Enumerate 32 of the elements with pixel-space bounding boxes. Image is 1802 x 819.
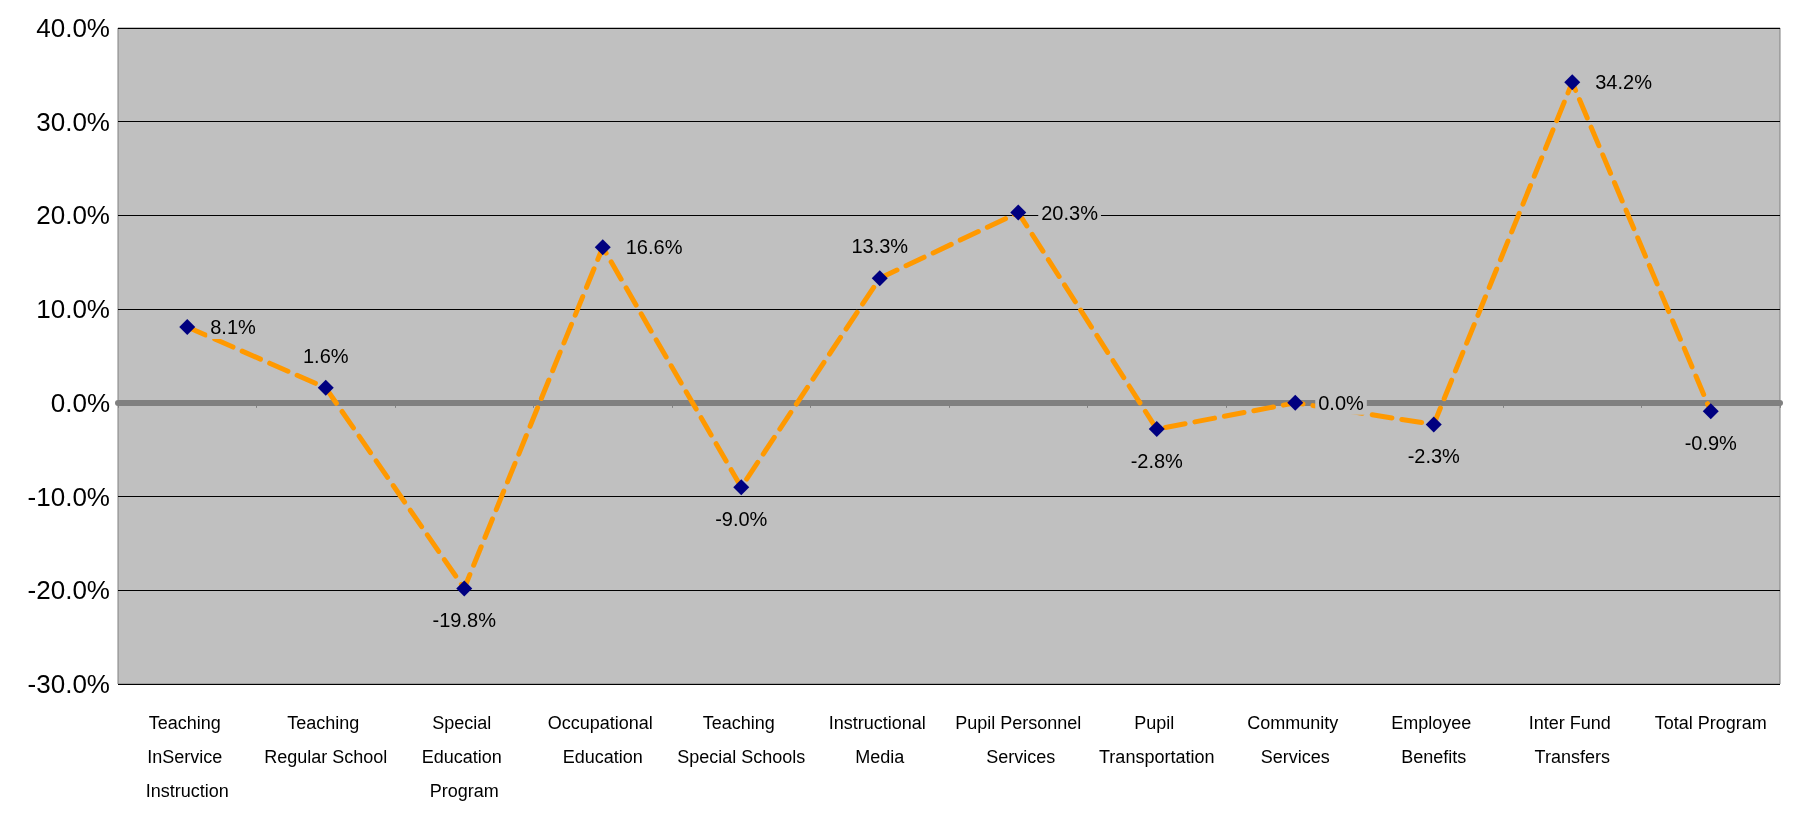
y-tick-label: -20.0% <box>27 575 110 606</box>
x-tick-label: Teaching Regular School <box>264 713 388 767</box>
data-label: 1.6% <box>302 344 349 367</box>
data-label: -2.3% <box>1407 445 1461 468</box>
x-tick-label: Employee Benefits <box>1391 713 1477 767</box>
x-tick-label: Instructional Media <box>828 713 931 767</box>
y-tick-label: -10.0% <box>27 481 110 512</box>
data-label: 0.0% <box>1318 391 1365 414</box>
x-tick-label: Teaching InService Instruction <box>145 713 229 801</box>
y-tick-label: -30.0% <box>27 669 110 699</box>
x-tick-label: Occupational Education <box>547 713 658 767</box>
data-label: 34.2% <box>1595 71 1653 94</box>
y-tick-label: 20.0% <box>36 200 110 231</box>
data-label: 20.3% <box>1041 201 1099 224</box>
x-tick-label: Total Program <box>1654 713 1767 733</box>
data-label: -9.0% <box>715 508 768 531</box>
y-tick-label: 40.0% <box>36 13 110 43</box>
x-tick-label: Special Education Program <box>421 713 507 801</box>
data-label: 16.6% <box>625 236 683 259</box>
data-label: 13.3% <box>851 235 909 258</box>
x-tick-label: Pupil Transportation <box>1099 713 1215 767</box>
y-tick-label: 0.0% <box>50 387 110 418</box>
y-tick-label: 10.0% <box>36 294 110 325</box>
data-label: -2.8% <box>1130 450 1184 473</box>
data-label: -19.8% <box>432 609 497 632</box>
x-tick-label: Pupil Personnel Services <box>955 713 1082 767</box>
x-tick-label: Inter Fund Transfers <box>1528 713 1616 767</box>
x-tick-label: Teaching Special Schools <box>677 713 806 767</box>
x-tick-label: Community Services <box>1247 713 1344 767</box>
y-tick-label: 30.0% <box>36 106 110 137</box>
data-label: -0.9% <box>1684 432 1738 455</box>
data-label: 8.1% <box>210 315 257 338</box>
